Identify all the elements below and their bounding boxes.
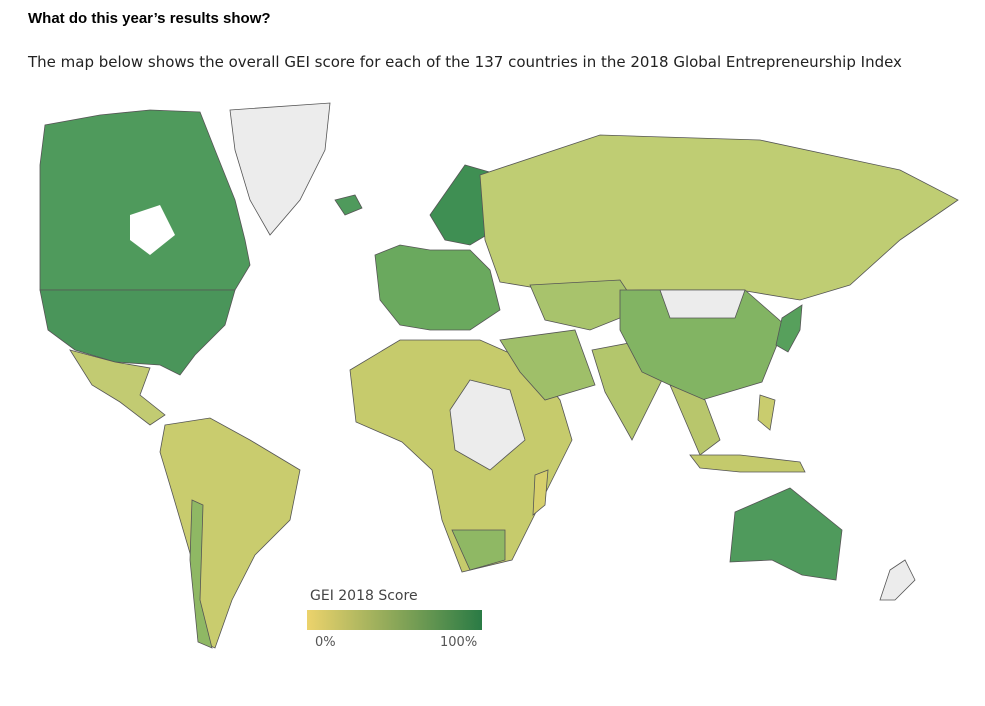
madagascar — [532, 469, 549, 516]
chile — [189, 499, 213, 649]
southeast-asia — [669, 384, 721, 456]
kazakhstan — [529, 279, 641, 331]
indonesia — [689, 454, 806, 473]
middle-east — [499, 329, 596, 401]
iceland — [334, 194, 363, 216]
legend-title: GEI 2018 Score — [310, 588, 418, 604]
africa-no-data — [449, 379, 526, 471]
philippines — [757, 394, 776, 431]
south-africa — [451, 529, 506, 571]
mexico — [69, 349, 166, 426]
greenland — [229, 102, 331, 236]
legend-low-label: 0% — [315, 635, 336, 650]
australia — [729, 487, 843, 581]
russia — [479, 134, 959, 301]
legend-high-label: 100% — [440, 635, 477, 650]
japan — [775, 304, 803, 353]
countries — [39, 102, 959, 649]
south-america — [159, 417, 301, 649]
europe — [374, 244, 501, 331]
legend: GEI 2018 Score 0% 100% — [307, 588, 482, 650]
heading: What do this year’s results show? — [28, 10, 271, 27]
hudson-bay — [130, 205, 175, 255]
china — [619, 289, 786, 401]
new-zealand — [879, 559, 916, 601]
legend-gradient — [307, 610, 482, 630]
africa — [349, 339, 573, 573]
usa — [39, 289, 236, 376]
description: The map below shows the overall GEI scor… — [28, 53, 902, 71]
canada — [39, 109, 251, 291]
mongolia — [659, 289, 746, 319]
